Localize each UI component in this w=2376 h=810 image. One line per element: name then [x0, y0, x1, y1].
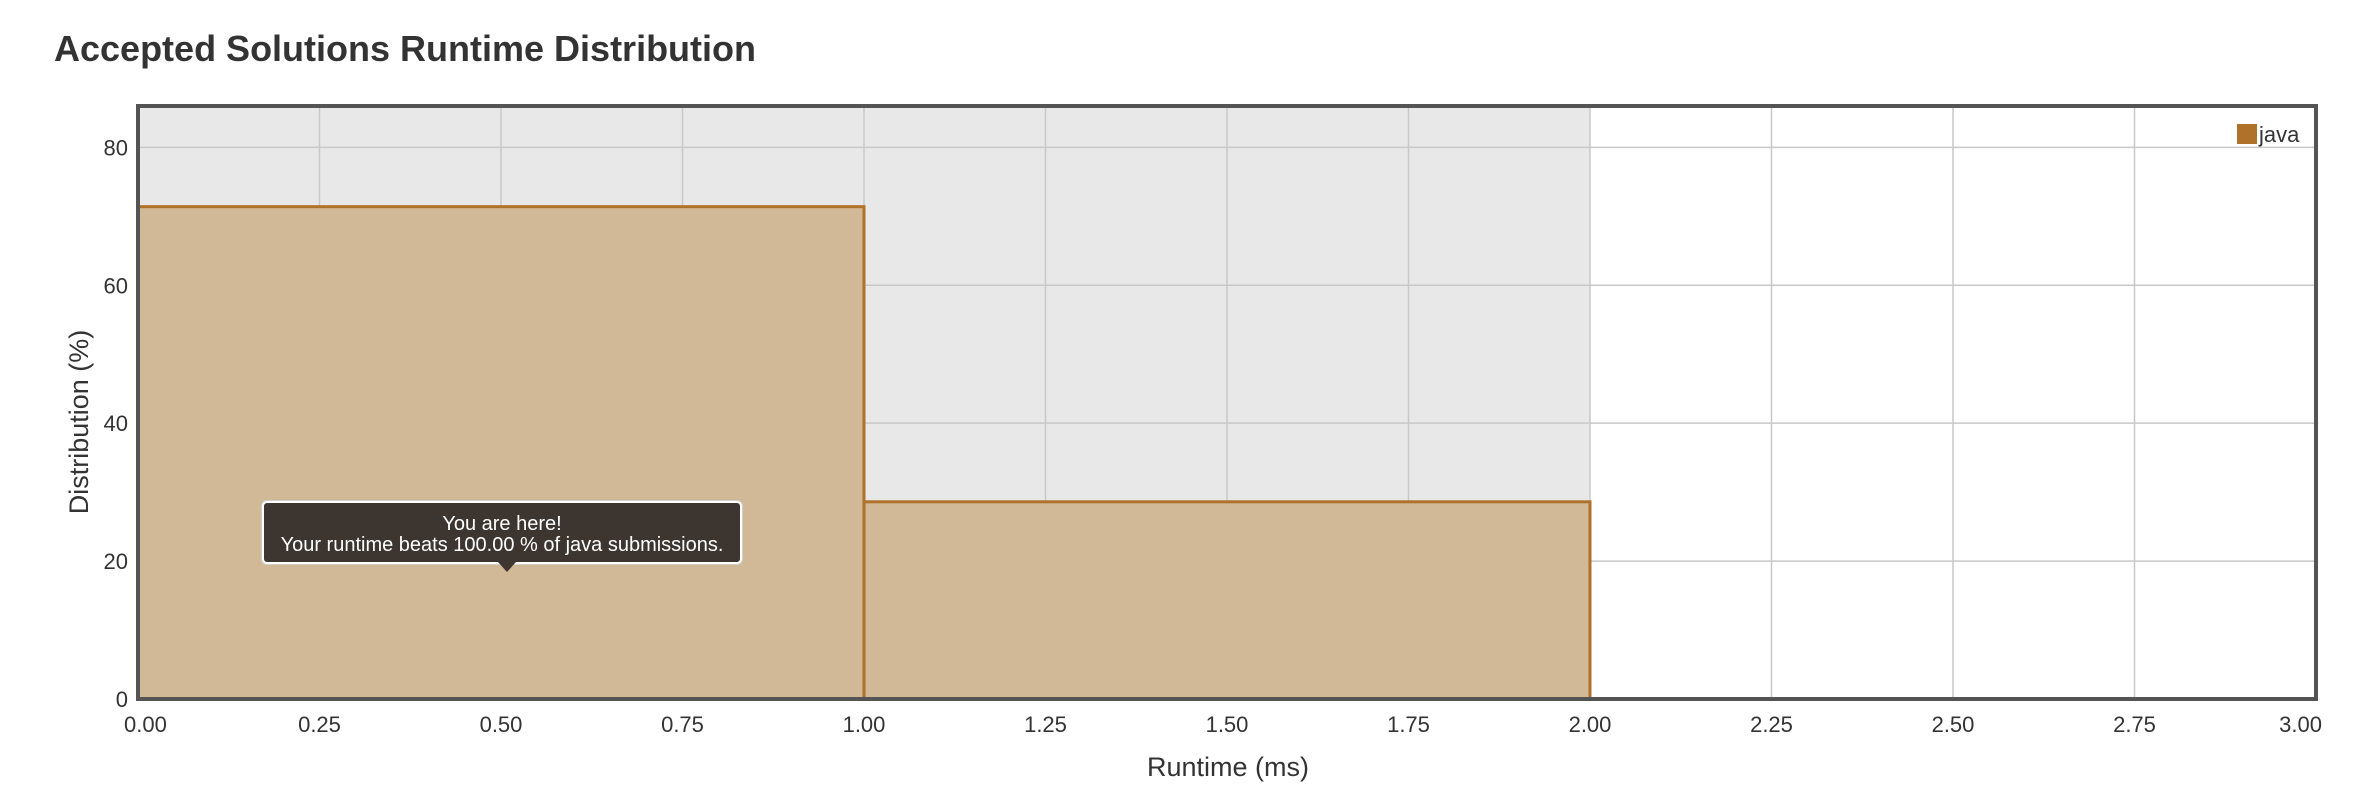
tooltip-heading: You are here!: [442, 513, 562, 535]
y-tick-label: 40: [104, 411, 128, 436]
legend: java: [2237, 122, 2300, 147]
x-tick-label: 2.50: [1932, 712, 1975, 737]
x-tick-label: 1.25: [1024, 712, 1067, 737]
histogram-bar: [136, 205, 866, 701]
y-tick-label: 20: [104, 549, 128, 574]
tooltip-pointer: [498, 562, 516, 572]
y-tick-label: 80: [104, 135, 128, 160]
y-tick-label: 60: [104, 273, 128, 298]
x-tick-label: 3.00: [2279, 712, 2322, 737]
runtime-tooltip: You are here! Your runtime beats 100.00 …: [262, 501, 742, 564]
x-tick-label: 2.25: [1750, 712, 1793, 737]
histogram-bar: [862, 500, 1592, 701]
legend-label-java: java: [2258, 122, 2300, 147]
chart-title: Accepted Solutions Runtime Distribution: [54, 28, 757, 69]
x-tick-label: 1.50: [1206, 712, 1249, 737]
x-tick-label: 0.75: [661, 712, 704, 737]
x-tick-label: 2.75: [2113, 712, 2156, 737]
legend-swatch-java: [2237, 124, 2257, 144]
tooltip-message: Your runtime beats 100.00 % of java subm…: [280, 534, 724, 556]
y-tick-label: 0: [116, 687, 128, 712]
x-tick-label: 1.75: [1387, 712, 1430, 737]
x-tick-label: 1.00: [843, 712, 886, 737]
plot-frame: [136, 104, 2318, 701]
x-tick-label: 0.50: [480, 712, 523, 737]
x-tick-label: 2.00: [1569, 712, 1612, 737]
x-tick-label: 0.00: [124, 712, 167, 737]
y-axis-label: Distribution (%): [64, 330, 94, 515]
x-tick-label: 0.25: [298, 712, 341, 737]
x-axis-label: Runtime (ms): [1147, 752, 1309, 782]
